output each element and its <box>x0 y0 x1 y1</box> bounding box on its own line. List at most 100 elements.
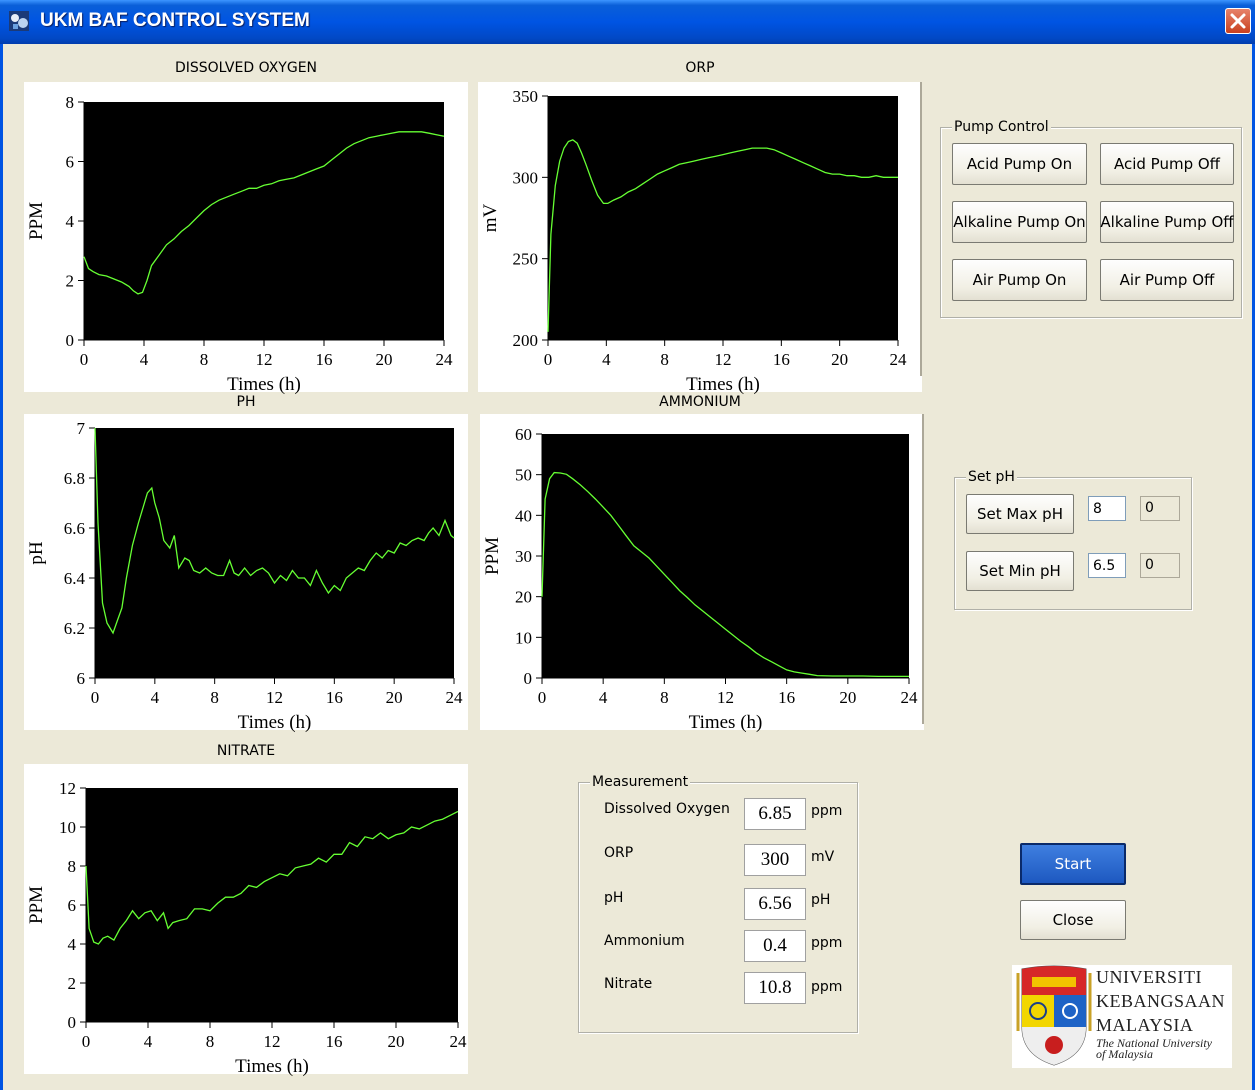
ukm-crest-icon <box>1016 965 1092 1066</box>
measurement-label-ph: pH <box>604 890 624 906</box>
x-tick-label: 4 <box>599 688 608 707</box>
ukm-logo: UNIVERSITI KEBANGSAAN MALAYSIA The Natio… <box>1012 965 1232 1068</box>
start-button[interactable]: Start <box>1020 843 1126 885</box>
y-tick-label: 6.4 <box>64 569 86 588</box>
set-ph-group <box>954 477 1192 610</box>
plot-area <box>95 428 454 678</box>
measurement-label-ammonium: Ammonium <box>604 933 685 949</box>
x-tick-label: 20 <box>831 350 848 369</box>
measurement-label-dissolved-oxygen: Dissolved Oxygen <box>604 801 730 817</box>
title-bar[interactable]: UKM BAF CONTROL SYSTEM <box>0 0 1255 44</box>
y-tick-label: 10 <box>59 818 76 837</box>
y-axis-label: PPM <box>482 537 503 575</box>
close-icon <box>1230 13 1246 29</box>
y-tick-label: 4 <box>66 212 75 231</box>
y-tick-label: 250 <box>513 250 539 269</box>
x-tick-label: 4 <box>151 688 160 707</box>
x-tick-label: 24 <box>436 350 454 369</box>
y-tick-label: 350 <box>513 87 539 106</box>
ukm-logo-line3: MALAYSIA <box>1096 1015 1194 1035</box>
x-tick-label: 12 <box>264 1032 281 1051</box>
x-tick-label: 0 <box>91 688 100 707</box>
y-tick-label: 20 <box>515 588 532 607</box>
x-tick-label: 12 <box>256 350 273 369</box>
ukm-logo-line1: UNIVERSITI <box>1096 967 1202 987</box>
series-line <box>85 810 459 945</box>
x-tick-label: 12 <box>717 688 734 707</box>
x-tick-label: 4 <box>144 1032 153 1051</box>
alkaline-pump-on-button[interactable]: Alkaline Pump On <box>952 201 1087 243</box>
window-close-button[interactable] <box>1225 8 1251 34</box>
y-tick-label: 12 <box>59 779 76 798</box>
y-tick-label: 30 <box>515 547 532 566</box>
x-tick-label: 0 <box>538 688 547 707</box>
x-tick-label: 0 <box>80 350 89 369</box>
y-axis-label: pH <box>26 541 47 565</box>
ukm-logo-tagline-1: The National University <box>1096 1036 1212 1050</box>
y-tick-label: 6.2 <box>64 619 85 638</box>
max-ph-input[interactable] <box>1088 496 1126 521</box>
chart-title-orp: ORP <box>685 60 715 76</box>
acid-pump-on-button[interactable]: Acid Pump On <box>952 143 1087 185</box>
plot-area <box>542 434 909 678</box>
x-axis-label: Times (h) <box>689 712 763 733</box>
measurement-legend: Measurement <box>590 774 691 790</box>
x-tick-label: 16 <box>773 350 790 369</box>
x-tick-label: 24 <box>450 1032 468 1051</box>
y-tick-label: 10 <box>515 628 532 647</box>
acid-pump-off-button[interactable]: Acid Pump Off <box>1100 143 1234 185</box>
y-tick-label: 8 <box>68 857 77 876</box>
measurement-unit-dissolved-oxygen: ppm <box>811 803 843 819</box>
pump-control-legend: Pump Control <box>952 119 1051 135</box>
y-tick-label: 6 <box>66 153 75 172</box>
measurement-value-nitrate: 10.8 <box>744 972 806 1004</box>
chart-title-dissolved-oxygen: DISSOLVED OXYGEN <box>174 60 318 76</box>
x-tick-label: 8 <box>210 688 219 707</box>
air-pump-off-button[interactable]: Air Pump Off <box>1100 259 1234 301</box>
series-line <box>541 471 909 678</box>
set-max-ph-button[interactable]: Set Max pH <box>966 494 1074 534</box>
set-ph-legend: Set pH <box>966 469 1017 485</box>
measurement-value-ph: 6.56 <box>744 888 806 920</box>
max-ph-current: 0 <box>1140 496 1180 521</box>
y-tick-label: 2 <box>66 272 75 291</box>
x-tick-label: 20 <box>376 350 393 369</box>
y-axis-label: PPM <box>26 886 47 924</box>
min-ph-input[interactable] <box>1088 553 1126 578</box>
plot-area <box>548 96 898 340</box>
chart-title-nitrate: NITRATE <box>216 743 276 759</box>
alkaline-pump-off-button[interactable]: Alkaline Pump Off <box>1100 201 1234 243</box>
x-tick-label: 24 <box>901 688 919 707</box>
set-min-ph-button[interactable]: Set Min pH <box>966 551 1074 591</box>
close-button[interactable]: Close <box>1020 900 1126 940</box>
measurement-group <box>578 782 858 1033</box>
ukm-logo-tagline: The National University of Malaysia <box>1096 1036 1212 1060</box>
y-tick-label: 0 <box>66 331 75 350</box>
pump-control-group <box>940 127 1242 318</box>
measurement-value-orp: 300 <box>744 844 806 876</box>
chart-svg: 6 6.2 6.4 6.6 6.8 7 0 4 8 12 16 20 24 Times (h) pH <box>26 419 464 733</box>
x-tick-label: 24 <box>446 688 464 707</box>
x-tick-label: 16 <box>316 350 333 369</box>
y-tick-label: 6.6 <box>64 519 85 538</box>
y-tick-label: 6.8 <box>64 469 85 488</box>
chart-orp: 200 250 300 350 0 4 8 12 16 20 24 Times (h) mV <box>478 82 922 395</box>
measurement-value-ammonium: 0.4 <box>744 930 806 962</box>
min-ph-current: 0 <box>1140 553 1180 578</box>
plot-area <box>84 102 444 340</box>
x-tick-label: 8 <box>200 350 209 369</box>
chart-title-ammonium: AMMONIUM <box>659 394 741 410</box>
app-icon <box>9 11 29 31</box>
x-tick-label: 0 <box>544 350 553 369</box>
chart-divider <box>920 82 922 376</box>
x-tick-label: 20 <box>388 1032 405 1051</box>
measurement-unit-ph: pH <box>811 892 831 908</box>
plot-area <box>86 788 458 1022</box>
air-pump-on-button[interactable]: Air Pump On <box>952 259 1087 301</box>
y-tick-label: 0 <box>68 1013 77 1032</box>
window-frame-right <box>1252 44 1255 1090</box>
y-tick-label: 4 <box>68 935 77 954</box>
x-tick-label: 0 <box>82 1032 91 1051</box>
